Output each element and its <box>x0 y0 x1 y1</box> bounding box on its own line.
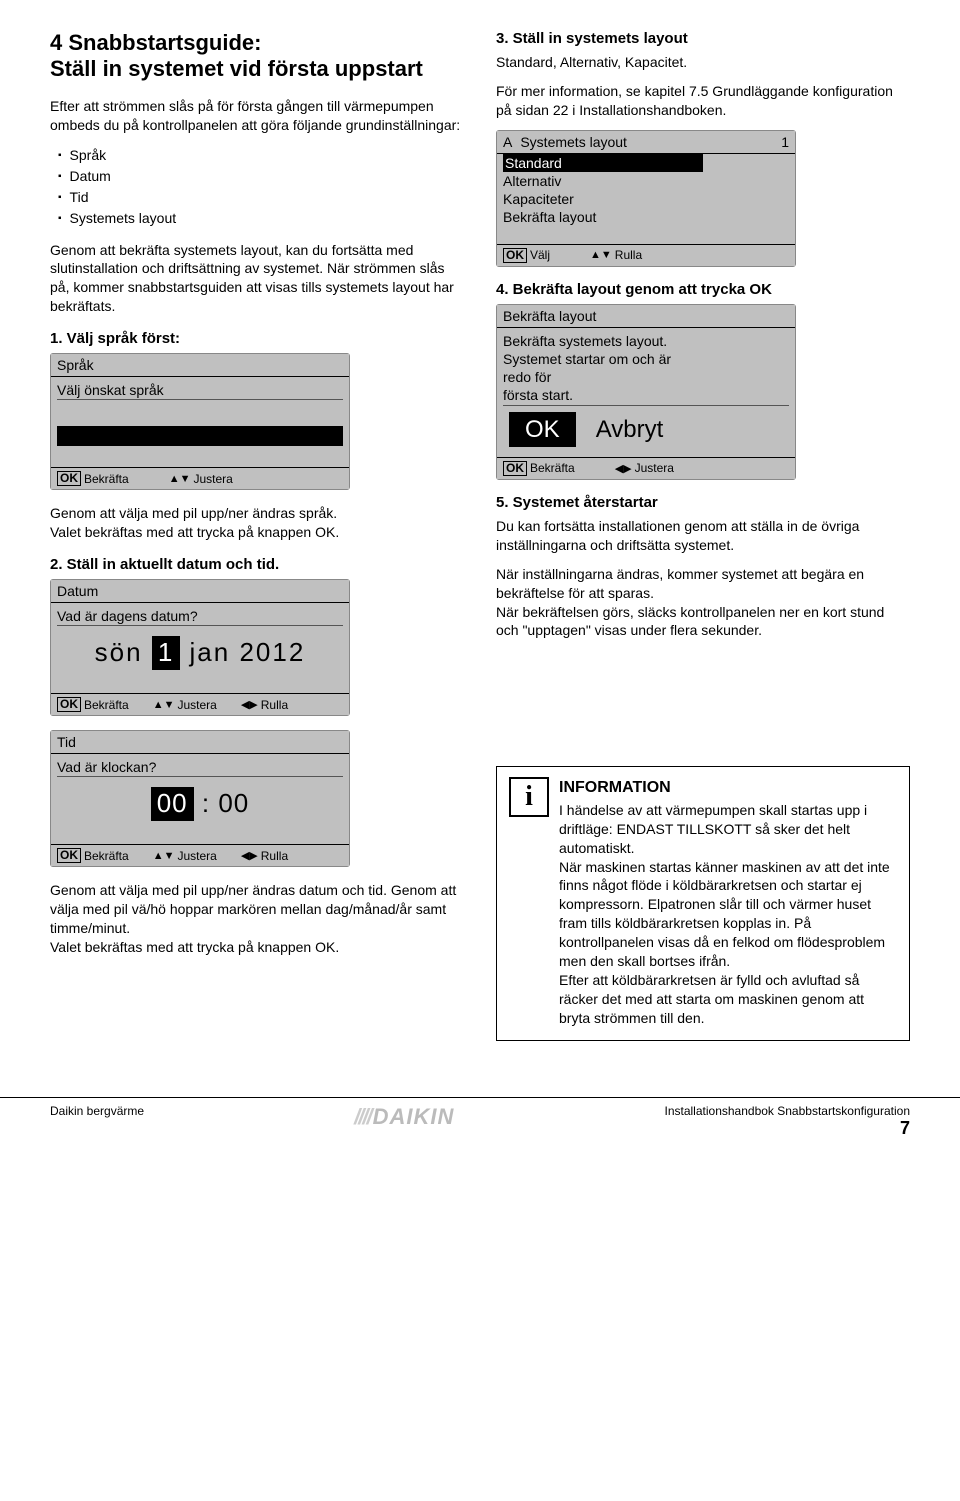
info-body: I händelse av att värmepumpen skall star… <box>559 801 897 1028</box>
date-month: jan <box>190 637 231 667</box>
footer-left: Daikin bergvärme <box>50 1104 144 1118</box>
leftright-icon: ◀▶ <box>615 462 632 475</box>
step-4-heading: 4. Bekräfta layout genom att trycka OK <box>496 281 910 298</box>
updown-icon: ▲▼ <box>590 249 612 261</box>
updown-icon: ▲▼ <box>153 850 175 862</box>
footer-right-title: Installationshandbok Snabbstartskonfigur… <box>665 1104 911 1118</box>
page-number: 7 <box>665 1118 911 1139</box>
footer-confirm-label: Bekräfta <box>84 698 129 712</box>
two-column-layout: 4 Snabbstartsguide: Ställ in systemet vi… <box>50 30 910 1041</box>
panel-title: Datum <box>57 583 343 599</box>
list-item: Systemets layout <box>58 208 464 229</box>
panel-prompt: Välj önskat språk <box>57 381 343 400</box>
footer-confirm-label: Bekräfta <box>84 472 129 486</box>
date-dow: sön <box>95 637 143 667</box>
layout-item: Bekräfta layout <box>503 208 789 226</box>
panel-title: Systemets layout <box>520 134 781 150</box>
panel-footer: OKBekräfta ▲▼Justera <box>51 467 349 489</box>
panel-left-letter: A <box>503 134 512 150</box>
page-footer: Daikin bergvärme ////DAIKIN Installation… <box>0 1097 960 1155</box>
layout-item: Kapaciteter <box>503 190 789 208</box>
step-5-p1: Du kan fortsätta installationen genom at… <box>496 517 910 555</box>
step-5-p2: När inställningarna ändras, kommer syste… <box>496 565 910 641</box>
layout-item-selected: Standard <box>503 154 703 172</box>
time-sep: : <box>202 788 210 818</box>
panel-body: Standard Alternativ Kapaciteter Bekräfta… <box>497 154 795 244</box>
updown-icon: ▲▼ <box>169 473 191 485</box>
panel-body: Bekräfta systemets layout. Systemet star… <box>497 328 795 457</box>
panel-message: Bekräfta systemets layout. Systemet star… <box>503 332 789 406</box>
time-hour-selected: 00 <box>151 787 194 821</box>
daikin-logo: ////DAIKIN <box>354 1104 454 1130</box>
step-2-heading: 2. Ställ in aktuellt datum och tid. <box>50 556 464 573</box>
step-1-note: Genom att välja med pil upp/ner ändras s… <box>50 504 464 542</box>
leftright-icon: ◀▶ <box>241 698 258 711</box>
footer-adjust-label: Justera <box>177 849 216 863</box>
panel-prompt: Vad är dagens datum? <box>57 607 343 626</box>
footer-scroll-label: Rulla <box>615 248 642 262</box>
panel-body: Välj önskat språk <box>51 377 349 467</box>
date-panel: Datum Vad är dagens datum? sön 1 jan 201… <box>50 579 350 716</box>
info-title: INFORMATION <box>559 777 897 799</box>
footer-confirm-label: Bekräfta <box>530 461 575 475</box>
date-display: sön 1 jan 2012 <box>57 626 343 684</box>
panel-footer: OKVälj ▲▼Rulla <box>497 244 795 266</box>
list-item: Datum <box>58 166 464 187</box>
footer-scroll-label: Rulla <box>261 698 288 712</box>
panel-title: Bekräfta layout <box>503 308 789 324</box>
panel-title: Tid <box>57 734 343 750</box>
list-item: Tid <box>58 187 464 208</box>
footer-scroll-label: Rulla <box>261 849 288 863</box>
panel-right-number: 1 <box>781 134 789 150</box>
ok-icon: OK <box>57 697 81 712</box>
panel-prompt: Vad är klockan? <box>57 758 343 777</box>
date-day-selected: 1 <box>152 636 180 670</box>
layout-panel: A Systemets layout 1 Standard Alternativ… <box>496 130 796 267</box>
step-3-heading: 3. Ställ in systemets layout <box>496 30 910 47</box>
confirm-layout-panel: Bekräfta layout Bekräfta systemets layou… <box>496 304 796 480</box>
panel-footer: OKBekräfta ◀▶Justera <box>497 457 795 479</box>
ok-icon: OK <box>57 471 81 486</box>
left-column: 4 Snabbstartsguide: Ställ in systemet vi… <box>50 30 464 1041</box>
panel-footer: OKBekräfta ▲▼Justera ◀▶Rulla <box>51 844 349 866</box>
ok-icon: OK <box>503 461 527 476</box>
layout-item: Alternativ <box>503 172 789 190</box>
info-icon: i <box>509 777 549 817</box>
language-panel: Språk Välj önskat språk OKBekräfta ▲▼Jus… <box>50 353 350 490</box>
step-3-line2: För mer information, se kapitel 7.5 Grun… <box>496 82 910 120</box>
time-minute: 00 <box>218 788 249 818</box>
footer-adjust-label: Justera <box>635 461 674 475</box>
ok-button[interactable]: OK <box>509 412 576 447</box>
section-4-heading: 4 Snabbstartsguide: Ställ in systemet vi… <box>50 30 464 83</box>
footer-select-label: Välj <box>530 248 550 262</box>
section-4-para2: Genom att bekräfta systemets layout, kan… <box>50 241 464 317</box>
step-2-note: Genom att välja med pil upp/ner ändras d… <box>50 881 464 957</box>
date-year: 2012 <box>239 637 305 667</box>
information-box: i INFORMATION I händelse av att värmepum… <box>496 766 910 1040</box>
step-5-heading: 5. Systemet återstartar <box>496 494 910 511</box>
panel-body: Vad är dagens datum? sön 1 jan 2012 <box>51 603 349 693</box>
right-column: 3. Ställ in systemets layout Standard, A… <box>496 30 910 1041</box>
cancel-button[interactable]: Avbryt <box>596 414 664 445</box>
step-3-line1: Standard, Alternativ, Kapacitet. <box>496 53 910 72</box>
ok-icon: OK <box>57 848 81 863</box>
panel-body: Vad är klockan? 00 : 00 <box>51 754 349 844</box>
time-panel: Tid Vad är klockan? 00 : 00 OKBekräfta ▲… <box>50 730 350 867</box>
footer-confirm-label: Bekräfta <box>84 849 129 863</box>
footer-adjust-label: Justera <box>177 698 216 712</box>
step-1-heading: 1. Välj språk först: <box>50 330 464 347</box>
panel-title: Språk <box>57 357 343 373</box>
list-item: Språk <box>58 145 464 166</box>
footer-adjust-label: Justera <box>193 472 232 486</box>
time-display: 00 : 00 <box>57 777 343 835</box>
page: 4 Snabbstartsguide: Ställ in systemet vi… <box>0 0 960 1061</box>
leftright-icon: ◀▶ <box>241 849 258 862</box>
ok-icon: OK <box>503 248 527 263</box>
updown-icon: ▲▼ <box>153 699 175 711</box>
panel-footer: OKBekräfta ▲▼Justera ◀▶Rulla <box>51 693 349 715</box>
section-4-intro: Efter att strömmen slås på för första gå… <box>50 97 464 135</box>
settings-bullet-list: Språk Datum Tid Systemets layout <box>58 145 464 229</box>
